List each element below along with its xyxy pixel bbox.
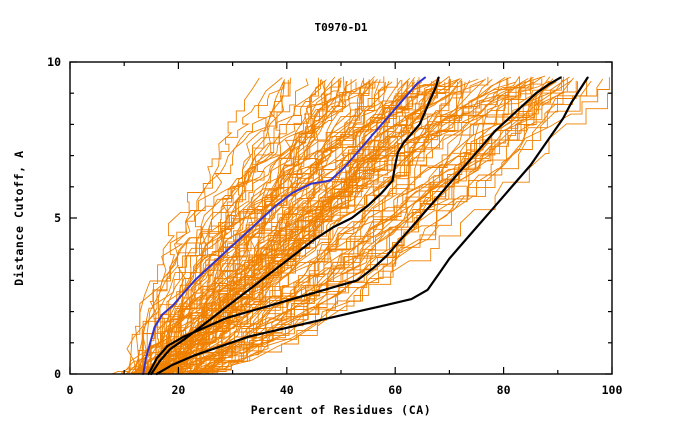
ensemble-curve [164, 78, 460, 375]
ensemble-curve [165, 80, 550, 375]
x-tick-label: 80 [497, 383, 511, 397]
ensemble-curve [196, 81, 551, 375]
ensemble-curve [162, 78, 487, 375]
x-tick-label: 40 [280, 383, 294, 397]
ensemble-curve [166, 81, 446, 375]
ensemble-curve [135, 80, 325, 375]
ensemble-curve [177, 80, 592, 375]
ensemble-curve [182, 76, 534, 375]
y-tick-label: 5 [54, 211, 61, 225]
ensemble-curve [170, 78, 479, 375]
ensemble-curve [121, 77, 260, 375]
ensemble-curve [168, 78, 438, 375]
x-axis-label: Percent of Residues (CA) [251, 403, 432, 417]
series-model-black-3 [155, 76, 589, 376]
y-axis-label: Distance Cutoff, A [12, 150, 26, 285]
ensemble-curve [184, 80, 526, 375]
ensemble-curve [198, 81, 578, 375]
ensemble-curve [187, 76, 520, 375]
ensemble-curve [167, 81, 441, 375]
ensemble-curve [134, 77, 291, 375]
ensemble-curve [170, 78, 543, 375]
highlighted-series [142, 76, 589, 376]
ensemble-curve [135, 78, 309, 375]
y-tick-label: 10 [47, 55, 61, 69]
ensemble-curve [181, 75, 546, 375]
ensemble-curve [159, 81, 439, 375]
ensemble-curve [180, 81, 534, 375]
y-tick-label: 0 [54, 367, 61, 381]
ensemble-curve [150, 78, 398, 375]
x-tick-label: 20 [171, 383, 185, 397]
ensemble-curve [125, 79, 327, 375]
ensemble-curve [186, 78, 554, 375]
ensemble-curve [186, 77, 509, 375]
ensemble-curve [129, 80, 285, 375]
ensemble-curve [178, 78, 529, 375]
axis-ticks [69, 61, 613, 375]
series-reference-blue [142, 76, 426, 375]
ensemble-curve [129, 76, 336, 375]
ensemble-curve [190, 78, 604, 375]
page-title: T0970-D1 [315, 21, 368, 34]
x-tick-label: 0 [67, 383, 74, 397]
ensemble-curve [198, 79, 573, 375]
axis-tick-labels: 0 20 40 60 80 100 0 5 10 [47, 55, 622, 397]
ensemble-curve [135, 80, 341, 375]
ensemble-curve [192, 79, 557, 375]
series-model-black-2 [147, 76, 562, 376]
x-tick-label: 100 [602, 383, 623, 397]
ensemble-curve [190, 81, 557, 375]
ensemble-curve [155, 80, 471, 375]
ensemble-curve [180, 77, 542, 375]
ensemble-curve [133, 79, 357, 375]
series-model-black-1 [150, 76, 440, 376]
ensemble-curve [182, 79, 588, 375]
ensemble-curve [195, 76, 551, 375]
x-tick-label: 60 [388, 383, 402, 397]
ensemble-curve [162, 80, 371, 375]
ensemble-curve [160, 80, 463, 375]
ensemble-curve [157, 78, 460, 375]
ensemble-curve [141, 76, 385, 375]
ensemble-curve [127, 77, 368, 375]
